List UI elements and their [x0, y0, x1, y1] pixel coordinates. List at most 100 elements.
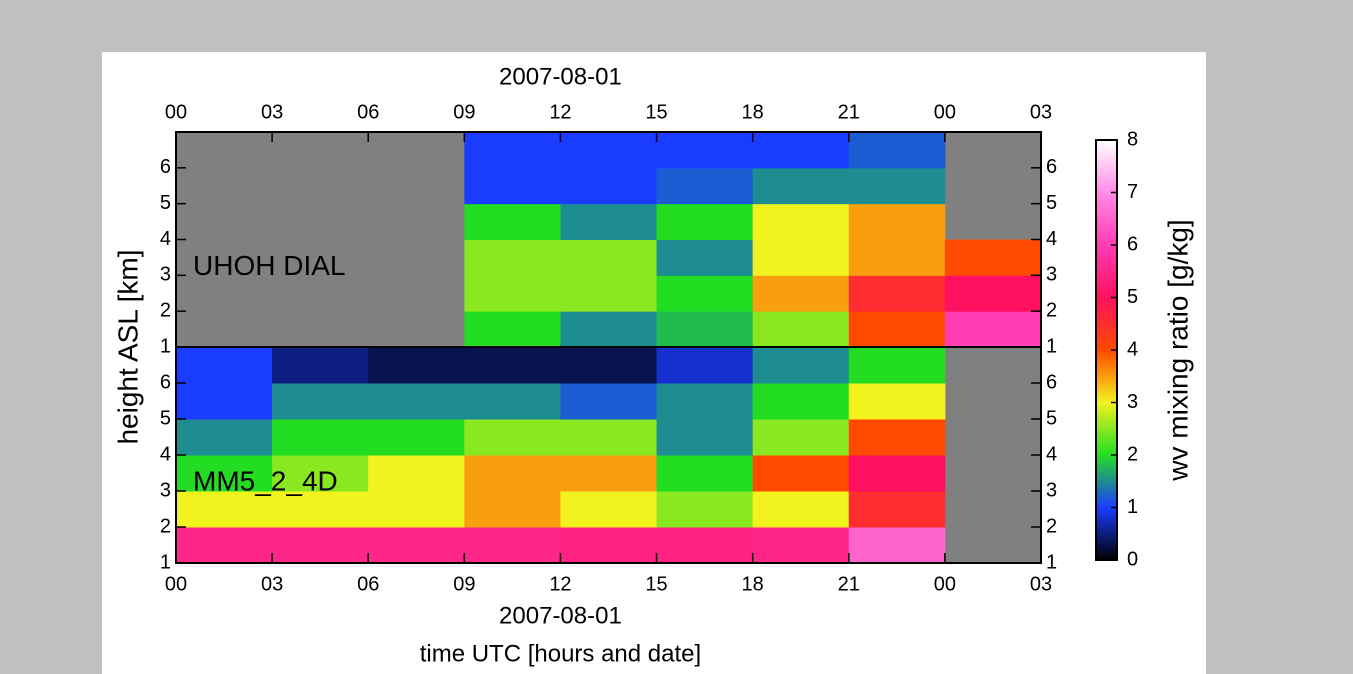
heatmap-cell [560, 275, 657, 311]
x-tick-label: 00 [165, 101, 187, 123]
y-tick-label: 5 [160, 192, 171, 214]
y-tick-label: 2 [1046, 515, 1057, 537]
colorbar-tick-label: 8 [1127, 128, 1138, 150]
y-tick-label: 1 [1046, 551, 1057, 573]
heatmap-cell [849, 527, 946, 564]
heatmap-cell [560, 240, 657, 276]
heatmap-cell [753, 132, 850, 168]
y-tick-label: 3 [160, 479, 171, 501]
x-tick-label: 18 [742, 573, 764, 595]
heatmap-cell [849, 347, 946, 384]
heatmap-cell [464, 311, 561, 347]
y-tick-label: 5 [160, 407, 171, 429]
heatmap-cell [657, 204, 754, 240]
date-label: 2007-08-01 [499, 63, 622, 90]
x-tick-label: 12 [549, 101, 571, 123]
heatmap-cell [753, 455, 850, 492]
heatmap-cell [368, 455, 465, 492]
heatmap-cell [368, 347, 465, 384]
heatmap-cell [560, 527, 657, 564]
heatmap-cell [272, 347, 369, 384]
heatmap-cell [849, 311, 946, 347]
colorbar-tick-label: 4 [1127, 338, 1138, 360]
y-tick-label: 1 [1046, 335, 1057, 357]
heatmap-cell [753, 419, 850, 456]
y-tick-label: 1 [160, 335, 171, 357]
x-tick-label: 00 [165, 573, 187, 595]
y-tick-label: 2 [160, 299, 171, 321]
heatmap-cell [753, 347, 850, 384]
heatmap-cell [657, 168, 754, 204]
heatmap-cell [657, 419, 754, 456]
heatmap-cell [560, 132, 657, 168]
heatmap-cell [657, 132, 754, 168]
x-tick-label: 06 [357, 101, 379, 123]
y-tick-label: 2 [160, 515, 171, 537]
heatmap-cell [272, 383, 369, 420]
figure: 112233445566000306091215182100032007-08-… [0, 0, 1353, 674]
y-tick-label: 5 [1046, 407, 1057, 429]
heatmap-cell [753, 311, 850, 347]
heatmap-cell [176, 347, 273, 384]
heatmap-cell [560, 383, 657, 420]
heatmap-cell [272, 419, 369, 456]
x-axis-label: time UTC [hours and date] [420, 640, 701, 667]
heatmap-cell [945, 240, 1042, 276]
heatmap-cell [560, 491, 657, 528]
heatmap-cell [657, 311, 754, 347]
x-tick-label: 15 [645, 573, 667, 595]
heatmap-cell [945, 311, 1042, 347]
x-tick-label: 03 [1030, 573, 1052, 595]
colorbar-tick-label: 0 [1127, 548, 1138, 570]
heatmap-cell [849, 275, 946, 311]
y-tick-label: 3 [160, 264, 171, 286]
panel-label: MM5_2_4D [193, 465, 338, 496]
x-tick-label: 09 [453, 573, 475, 595]
heatmap-cell [560, 419, 657, 456]
heatmap-cell [849, 419, 946, 456]
heatmap-cell [272, 527, 369, 564]
x-tick-label: 18 [742, 101, 764, 123]
heatmap-cell [657, 491, 754, 528]
heatmap-cell [176, 491, 273, 528]
x-tick-label: 09 [453, 101, 475, 123]
colorbar-tick-label: 5 [1127, 286, 1138, 308]
y-tick-label: 4 [160, 228, 171, 250]
heatmap-cell [368, 491, 465, 528]
x-tick-label: 12 [549, 573, 571, 595]
heatmap-cell [657, 240, 754, 276]
heatmap-cell [560, 311, 657, 347]
heatmap-cell [464, 204, 561, 240]
heatmap-cell [464, 455, 561, 492]
heatmap-cell [464, 275, 561, 311]
x-tick-label: 21 [838, 101, 860, 123]
heatmap-cell [753, 204, 850, 240]
heatmap-cell [753, 240, 850, 276]
heatmap-cell [176, 527, 273, 564]
x-tick-label: 15 [645, 101, 667, 123]
heatmap-cell [368, 527, 465, 564]
y-tick-label: 6 [1046, 371, 1057, 393]
x-tick-label: 06 [357, 573, 379, 595]
heatmap-cell [464, 132, 561, 168]
heatmap-cell [464, 419, 561, 456]
heatmap-cell [753, 527, 850, 564]
heatmap-cell [657, 275, 754, 311]
x-tick-label: 03 [261, 573, 283, 595]
panel-label: UHOH DIAL [193, 250, 345, 281]
y-axis-label: height ASL [km] [112, 249, 143, 444]
heatmap-cell [272, 491, 369, 528]
heatmap-cell [753, 491, 850, 528]
y-tick-label: 5 [1046, 192, 1057, 214]
x-tick-label: 03 [1030, 101, 1052, 123]
heatmap-cell [560, 455, 657, 492]
heatmap-cell [368, 419, 465, 456]
heatmap-cell [560, 204, 657, 240]
heatmap-cell [368, 383, 465, 420]
x-tick-label: 21 [838, 573, 860, 595]
y-tick-label: 6 [160, 156, 171, 178]
heatmap-cell [176, 419, 273, 456]
heatmap-cell [849, 204, 946, 240]
heatmap-cell [849, 168, 946, 204]
y-tick-label: 6 [1046, 156, 1057, 178]
